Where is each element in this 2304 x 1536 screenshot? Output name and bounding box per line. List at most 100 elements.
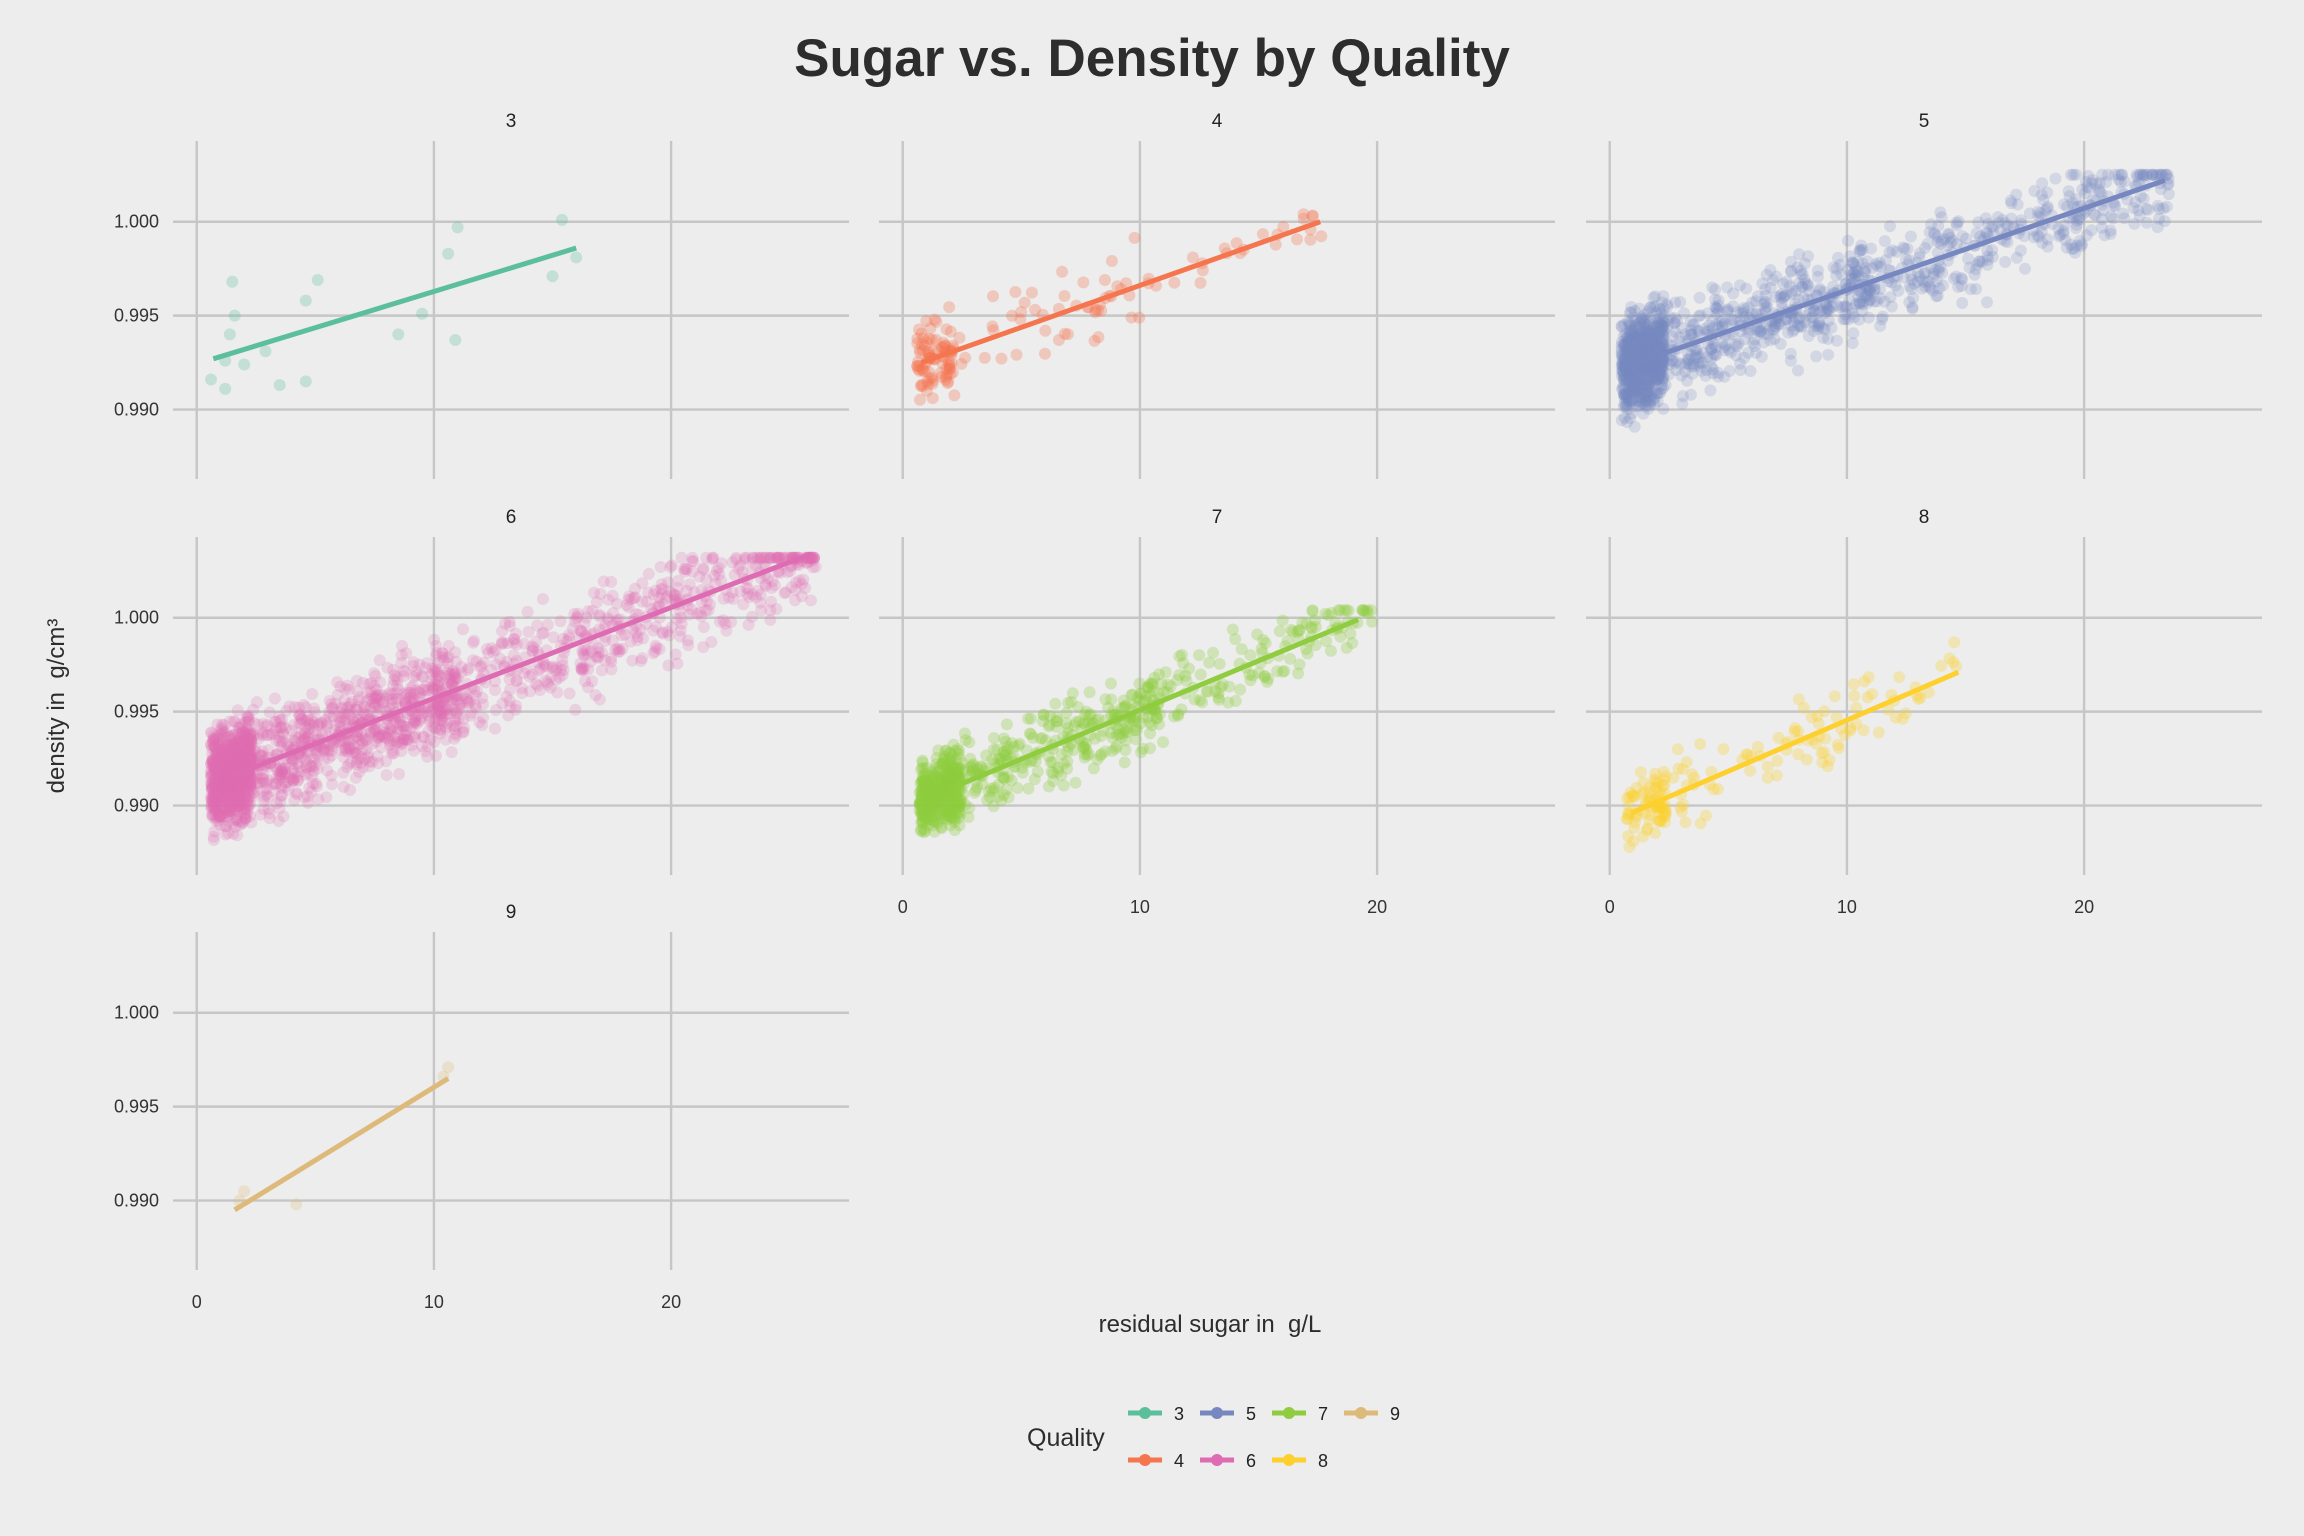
- data-point: [395, 718, 408, 731]
- y-tick-label: 0.990: [114, 796, 159, 816]
- data-point: [1764, 281, 1777, 294]
- data-point: [1641, 368, 1654, 381]
- data-point: [1000, 718, 1013, 731]
- data-point: [545, 670, 558, 683]
- data-point: [941, 367, 954, 380]
- data-point: [1641, 336, 1654, 349]
- data-point: [1948, 636, 1961, 649]
- data-point: [1334, 604, 1346, 617]
- facet-panel-4: 4: [879, 111, 1555, 479]
- data-point: [1652, 369, 1665, 382]
- data-point: [1638, 361, 1650, 374]
- data-point: [1634, 391, 1647, 404]
- data-point: [344, 784, 357, 796]
- data-point: [1647, 327, 1660, 339]
- data-point: [1822, 332, 1834, 345]
- data-point: [1981, 258, 1994, 271]
- data-point: [1648, 392, 1661, 405]
- data-point: [1645, 363, 1658, 376]
- data-point: [1025, 286, 1038, 299]
- data-point: [1297, 208, 1310, 221]
- data-point: [1871, 260, 1884, 273]
- data-point: [1655, 361, 1668, 374]
- data-point: [1292, 667, 1305, 680]
- data-point: [223, 328, 236, 341]
- data-point: [1637, 344, 1650, 357]
- data-point: [1649, 327, 1661, 340]
- data-point: [1651, 387, 1664, 400]
- data-point: [1105, 677, 1117, 690]
- data-point: [1619, 345, 1632, 358]
- y-tick-label: 0.990: [114, 1191, 159, 1211]
- data-point: [246, 743, 259, 756]
- data-point: [1721, 281, 1734, 294]
- data-point: [995, 352, 1008, 365]
- data-point: [1656, 321, 1669, 334]
- data-point: [228, 309, 241, 322]
- data-point: [1878, 235, 1891, 248]
- data-point: [675, 551, 688, 564]
- data-point: [959, 351, 972, 364]
- data-point: [358, 753, 371, 766]
- data-point: [1640, 395, 1653, 408]
- data-point: [1643, 396, 1656, 409]
- data-point: [395, 738, 408, 751]
- data-point: [1621, 391, 1633, 404]
- data-point: [920, 384, 933, 397]
- data-point: [1635, 345, 1648, 358]
- data-point: [987, 290, 999, 303]
- data-point: [1637, 776, 1650, 789]
- data-point: [1015, 306, 1028, 318]
- data-point: [1797, 701, 1810, 714]
- data-point: [1621, 341, 1634, 353]
- data-point: [1617, 330, 1630, 343]
- data-point: [1642, 344, 1655, 357]
- data-point: [2137, 192, 2150, 205]
- data-point: [431, 678, 444, 691]
- data-point: [1039, 324, 1052, 337]
- data-point: [1629, 330, 1642, 343]
- data-point: [416, 307, 429, 320]
- data-point: [1631, 366, 1643, 379]
- data-point: [205, 373, 217, 386]
- data-point: [743, 591, 756, 603]
- data-point: [1947, 656, 1960, 669]
- data-point: [1650, 337, 1663, 350]
- facet-strip-label: 6: [506, 507, 517, 528]
- data-point: [1002, 791, 1015, 804]
- data-point: [793, 574, 806, 587]
- data-point: [926, 765, 939, 778]
- data-point: [1089, 303, 1102, 316]
- data-point: [1621, 344, 1634, 357]
- data-point: [942, 356, 955, 369]
- data-point: [1188, 693, 1201, 706]
- data-point: [1616, 359, 1629, 372]
- data-point: [1647, 366, 1660, 379]
- data-point: [1615, 320, 1628, 333]
- data-point: [219, 755, 232, 768]
- data-point: [1049, 697, 1062, 710]
- data-point: [1774, 337, 1787, 350]
- data-point: [1855, 239, 1868, 252]
- data-point: [926, 374, 939, 387]
- data-point: [1305, 622, 1318, 635]
- data-point: [1623, 329, 1636, 342]
- data-point: [1710, 349, 1723, 361]
- data-point: [1648, 317, 1661, 330]
- data-point: [516, 687, 529, 699]
- data-point: [1749, 346, 1762, 359]
- data-point: [1784, 347, 1797, 360]
- data-point: [2105, 210, 2118, 223]
- data-point: [1628, 335, 1641, 348]
- data-point: [1630, 373, 1643, 386]
- data-point: [1618, 318, 1631, 331]
- legend-title: Quality: [1027, 1424, 1105, 1452]
- data-point: [1618, 374, 1631, 387]
- data-point: [1642, 305, 1655, 318]
- data-point: [1644, 333, 1656, 346]
- data-point: [1632, 400, 1645, 413]
- data-point: [473, 716, 486, 729]
- data-point: [1095, 748, 1108, 760]
- data-point: [1651, 373, 1664, 386]
- data-point: [1627, 383, 1640, 396]
